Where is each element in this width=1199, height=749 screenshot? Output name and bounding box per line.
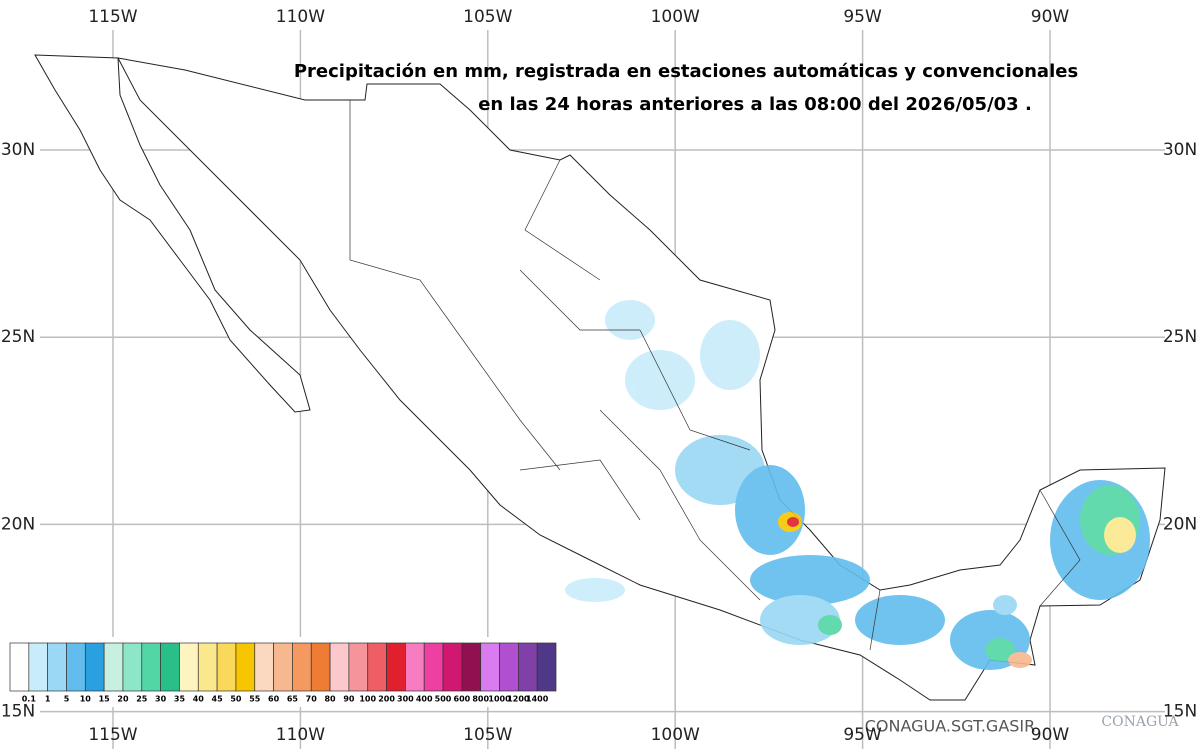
legend-swatch <box>84 642 105 692</box>
legend-swatch <box>197 642 218 692</box>
legend-label: 500 <box>435 695 452 704</box>
legend-swatch <box>480 642 500 692</box>
title-line-1: Precipitación en mm, registrada en estac… <box>294 61 1078 82</box>
legend-label: 65 <box>287 695 299 704</box>
lon-label-top: 105W <box>463 7 512 27</box>
lat-label-right: 30N <box>1163 140 1197 160</box>
legend-label: 50 <box>230 695 242 704</box>
lat-label-right: 15N <box>1163 702 1197 722</box>
legend-swatch <box>254 642 274 692</box>
legend-swatch <box>235 642 256 692</box>
legend-swatch <box>367 642 387 692</box>
legend-label: 90 <box>343 695 355 704</box>
legend-swatch <box>292 642 312 692</box>
legend-swatch <box>160 642 180 692</box>
legend-swatch <box>386 642 406 692</box>
legend-swatch <box>141 642 161 692</box>
legend-label: 5 <box>64 695 70 704</box>
lon-label-top: 90W <box>1031 7 1070 27</box>
legend-swatch <box>329 642 350 692</box>
legend-label: 55 <box>249 695 261 704</box>
baja-california <box>34 54 311 413</box>
lat-label-right: 25N <box>1163 327 1197 347</box>
legend-swatch <box>47 642 67 692</box>
legend-label: 20 <box>117 695 129 704</box>
lat-label-left: 25N <box>1 327 35 347</box>
precipitation-areas <box>565 300 1150 670</box>
legend-label: 600 <box>454 695 471 704</box>
legend-swatch <box>517 642 538 692</box>
legend-swatch <box>9 642 30 692</box>
legend-label: 1400 <box>526 695 549 704</box>
lat-label-left: 20N <box>1 514 35 534</box>
legend-swatch <box>461 642 482 692</box>
legend-swatch <box>499 642 519 692</box>
lon-label-bottom: 110W <box>276 725 325 745</box>
legend-label: 0.1 <box>22 695 37 704</box>
lat-label-right: 20N <box>1163 514 1197 534</box>
lon-label-bottom: 95W <box>843 725 882 745</box>
legend-swatch <box>273 642 293 692</box>
legend-label: 35 <box>174 695 186 704</box>
title-line-2: en las 24 horas anteriores a las 08:00 d… <box>478 94 1032 115</box>
lon-label-bottom: 115W <box>88 725 137 745</box>
legend-swatch <box>179 642 199 692</box>
lon-label-bottom: 105W <box>463 725 512 745</box>
legend-label: 10 <box>80 695 92 704</box>
legend-label: 15 <box>99 695 111 704</box>
lon-label-bottom: 90W <box>1031 725 1070 745</box>
lon-label-top: 100W <box>651 7 700 27</box>
lon-label-top: 110W <box>276 7 325 27</box>
legend-swatch <box>442 642 463 692</box>
legend-label: 200 <box>378 695 395 704</box>
legend-label: 1200 <box>507 695 530 704</box>
lon-label-top: 95W <box>843 7 882 27</box>
legend-swatch <box>66 642 86 692</box>
legend-label: 1000 <box>488 695 511 704</box>
legend-label: 300 <box>397 695 414 704</box>
lat-label-left: 15N <box>1 702 35 722</box>
legend-swatch <box>405 642 425 692</box>
legend-swatch <box>216 642 237 692</box>
legend-swatch <box>122 642 143 692</box>
legend-label: 45 <box>212 695 224 704</box>
legend-label: 400 <box>416 695 433 704</box>
legend-swatch <box>536 642 557 692</box>
legend-label: 30 <box>155 695 167 704</box>
legend-label: 70 <box>306 695 318 704</box>
logo: CONAGUA <box>1101 714 1179 730</box>
legend-swatch <box>103 642 124 692</box>
legend-swatch <box>423 642 444 692</box>
legend-label: 40 <box>193 695 205 704</box>
state-borders <box>349 100 1081 651</box>
lon-label-bottom: 100W <box>651 725 700 745</box>
legend-label: 800 <box>472 695 489 704</box>
lon-label-top: 115W <box>88 7 137 27</box>
legend-label: 1 <box>45 695 51 704</box>
legend-swatch <box>348 642 369 692</box>
legend-label: 60 <box>268 695 280 704</box>
legend-swatch <box>310 642 331 692</box>
credit: CONAGUA.SGT.GASIR <box>865 717 1036 736</box>
legend-label: 25 <box>136 695 148 704</box>
legend-label: 80 <box>324 695 336 704</box>
legend-swatch <box>28 642 49 692</box>
lat-label-left: 30N <box>1 140 35 160</box>
legend-label: 100 <box>359 695 376 704</box>
legend: 0.1 1 5 10 15 20 25 30 35 40 45 50 55 60 65 70 80 90 100 20… <box>0 637 565 707</box>
